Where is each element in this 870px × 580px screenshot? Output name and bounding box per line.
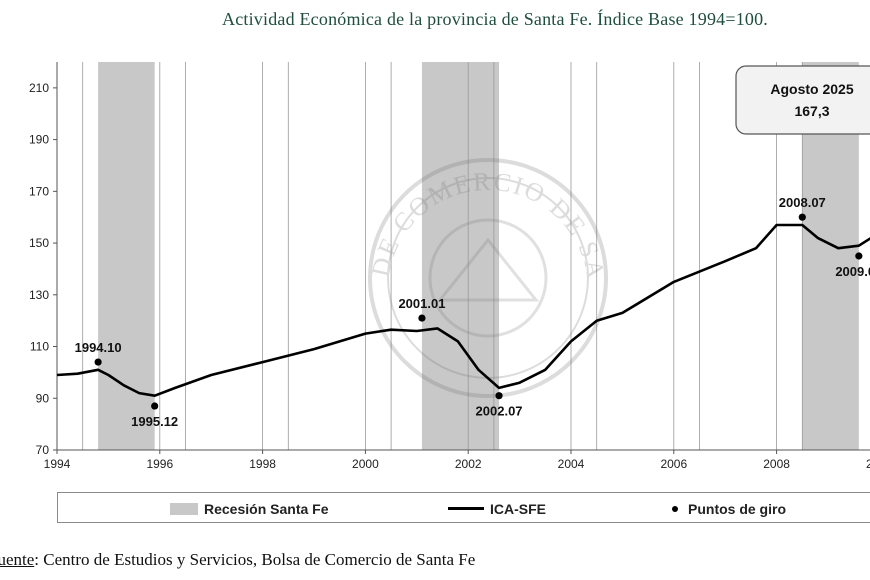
turning-point-1995.12 (151, 402, 159, 410)
legend-swatch-recession (170, 502, 198, 515)
y-tick-label-7: 210 (29, 81, 49, 95)
x-tick-label-0: 1994 (44, 457, 71, 471)
turning-point-label-1994.10: 1994.10 (75, 340, 122, 355)
watermark-seal: BOLSA DE COMERCIO DE SANTA FE (0, 0, 611, 398)
axes: 70 90 110 130 150 170 190 210 1994 1996 1998 2000 20… (29, 62, 870, 471)
source-note: Fuente: Centro de Estudios y Servicios, … (0, 550, 475, 570)
x-tick-label-1: 1996 (146, 457, 173, 471)
x-tick-label-2: 1998 (249, 457, 276, 471)
legend-label-series: ICA-SFE (490, 500, 546, 517)
turning-points: 1994.10 1995.12 2001.01 2002.07 2008.07 2009.… (75, 195, 870, 429)
x-tick-label-5: 2004 (558, 457, 585, 471)
turning-point-label-2001.01: 2001.01 (398, 296, 445, 311)
series-ica-sfe (56, 223, 870, 397)
turning-point-1994.10 (94, 358, 102, 366)
y-tick-label-6: 190 (29, 133, 49, 147)
watermark-text: BOLSA DE COMERCIO DE SANTA FE (0, 0, 611, 287)
turning-point-label-2008.07: 2008.07 (779, 195, 826, 210)
x-tick-label-4: 2002 (455, 457, 482, 471)
turning-point-label-2002.07: 2002.07 (476, 404, 523, 419)
legend: Recesión Santa Fe ICA-SFE Puntos de giro (57, 492, 870, 523)
callout-line2: 167,3 (794, 103, 829, 119)
turning-point-2008.07 (798, 213, 806, 221)
turning-point-label-1995.12: 1995.12 (131, 414, 178, 429)
turning-point-2001.01 (418, 314, 426, 322)
legend-item-series: ICA-SFE (448, 493, 546, 524)
callout-line1: Agosto 2025 (770, 81, 853, 97)
y-tick-label-1: 90 (36, 391, 50, 405)
legend-swatch-dot (672, 505, 678, 512)
chart-title: Actividad Económica de la provincia de S… (222, 9, 768, 29)
source-text: : Centro de Estudios y Servicios, Bolsa … (34, 550, 476, 569)
x-tick-label-3: 2000 (352, 457, 379, 471)
legend-label-recession: Recesión Santa Fe (204, 500, 329, 517)
y-tick-label-0: 70 (36, 443, 50, 457)
legend-item-points: Puntos de giro (672, 493, 786, 524)
turning-point-label-2009.09: 2009.09 (835, 264, 870, 279)
legend-label-points: Puntos de giro (688, 500, 786, 517)
x-tick-label-6: 2006 (660, 457, 687, 471)
turning-point-2002.07 (495, 392, 503, 400)
x-tick-label-8: 2010 (866, 457, 870, 471)
y-tick-label-5: 170 (29, 184, 49, 198)
y-tick-label-3: 130 (29, 288, 49, 302)
y-tick-label-2: 110 (30, 340, 49, 354)
legend-item-recession: Recesión Santa Fe (170, 493, 329, 524)
turning-point-2009.09 (855, 252, 863, 260)
source-label: Fuente (0, 550, 35, 569)
x-tick-label-7: 2008 (763, 457, 790, 471)
recession-band-1 (421, 62, 500, 450)
legend-swatch-line (448, 507, 484, 510)
callout-box: Agosto 2025 167,3 (735, 65, 870, 135)
y-tick-label-4: 150 (29, 236, 49, 250)
line-chart: BOLSA DE COMERCIO DE SANTA FE 70 90 110 130… (0, 0, 870, 471)
recession-band-0 (98, 62, 155, 450)
series-line-ica-sfe (56, 223, 870, 397)
